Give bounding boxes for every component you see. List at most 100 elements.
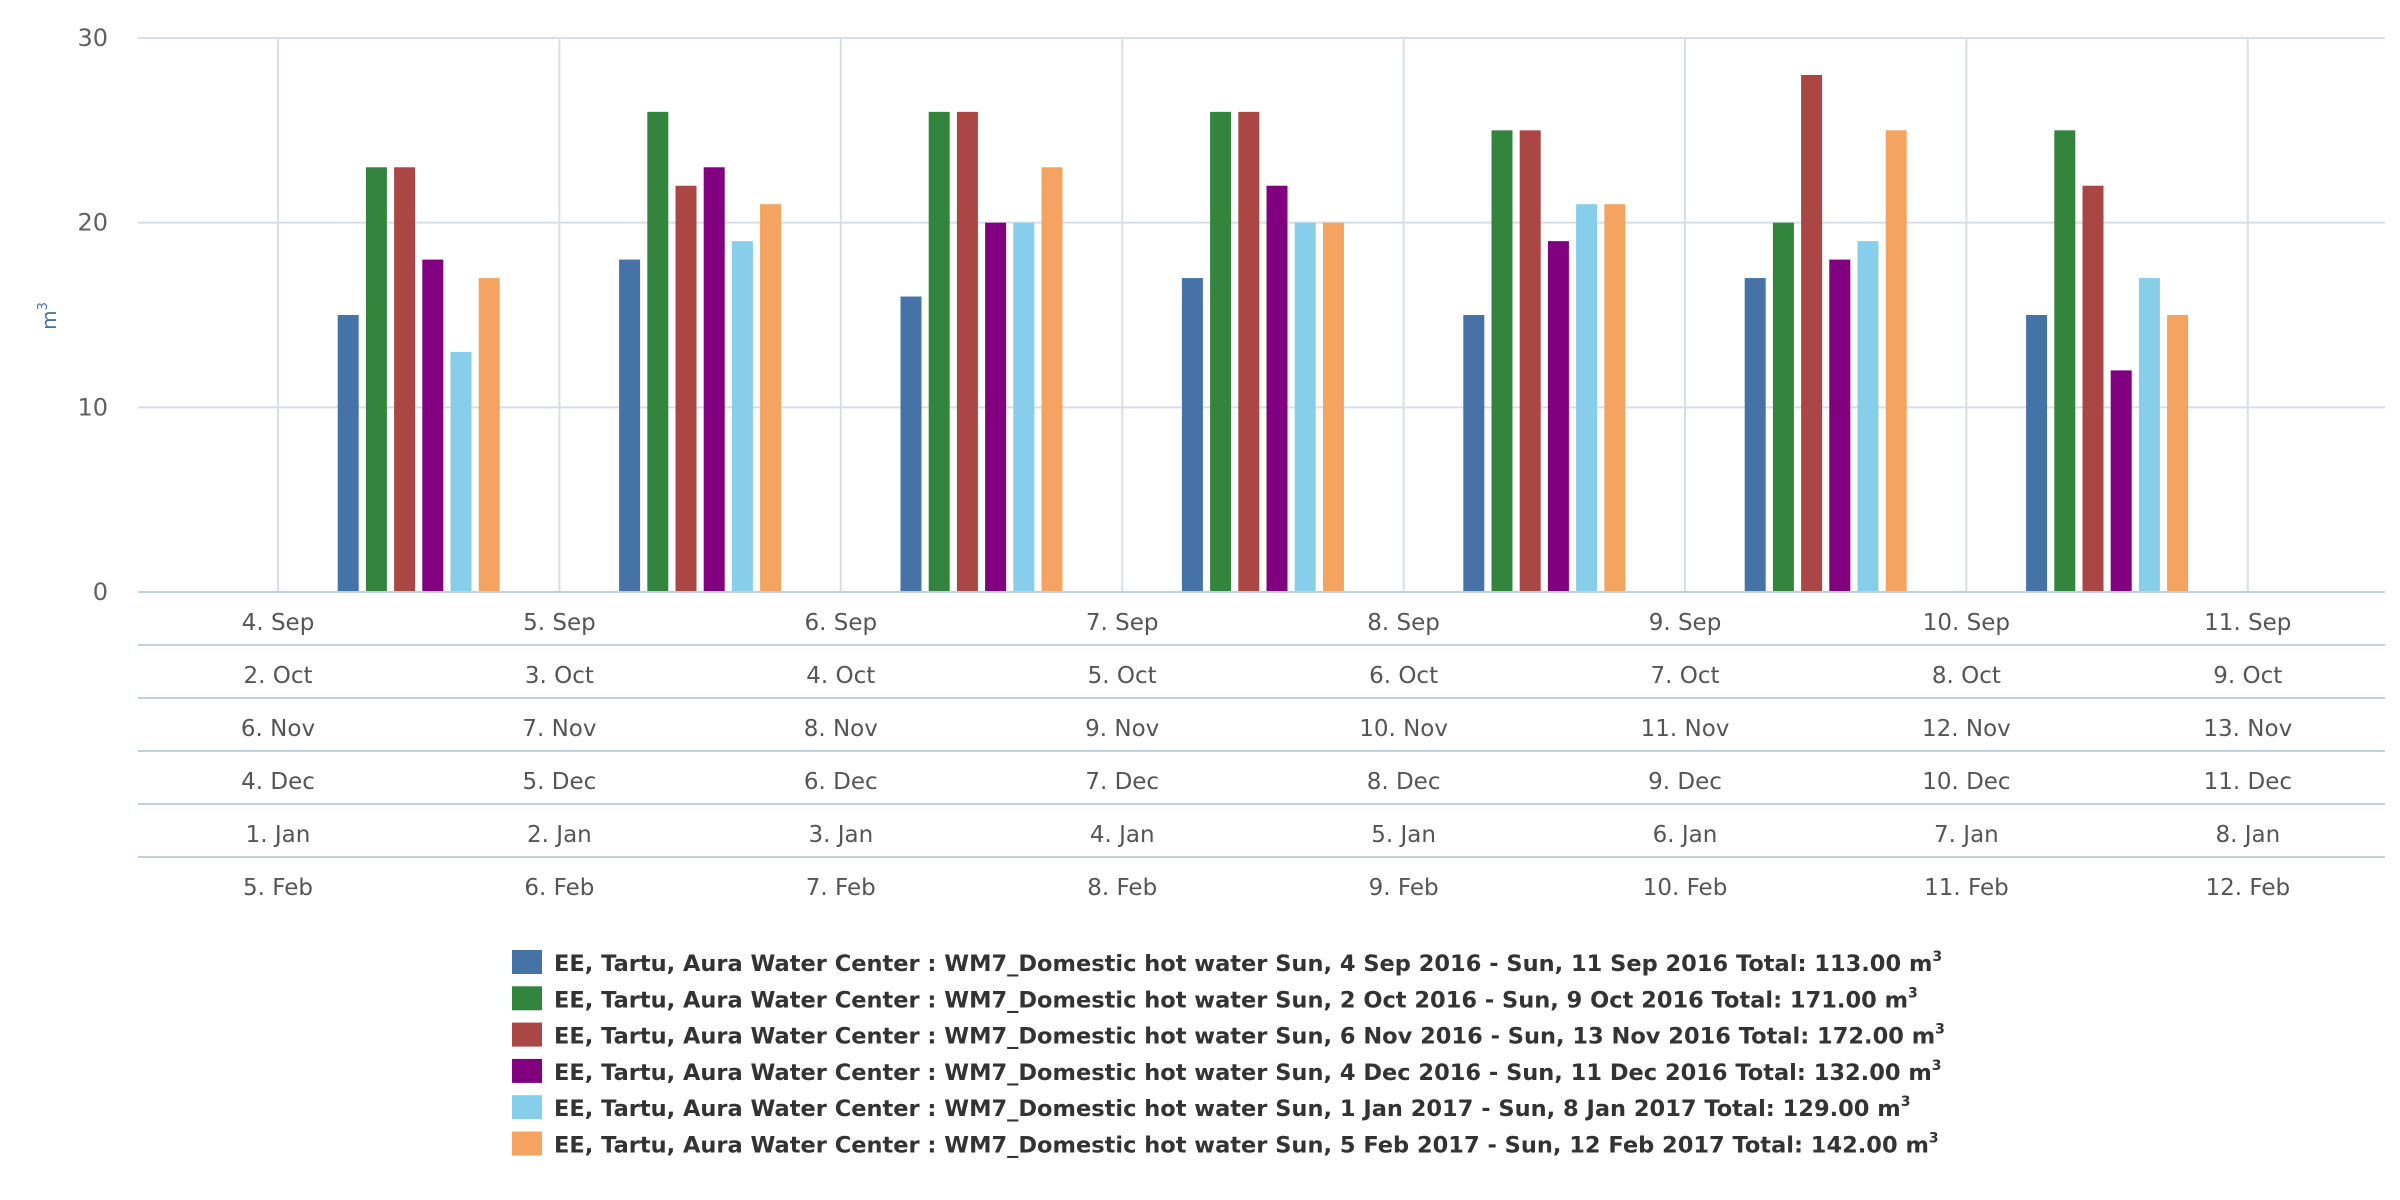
legend-label[interactable]: EE, Tartu, Aura Water Center : WM7_Domes… — [554, 1131, 1939, 1159]
y-axis-label: m3 — [36, 302, 61, 330]
legend-item[interactable]: EE, Tartu, Aura Water Center : WM7_Domes… — [512, 1022, 1945, 1050]
x-tick-label: 2. Jan — [527, 822, 592, 848]
legend-swatch[interactable] — [512, 1095, 542, 1120]
bar[interactable] — [675, 185, 697, 592]
legend-item[interactable]: EE, Tartu, Aura Water Center : WM7_Domes… — [512, 1131, 1939, 1159]
legend-item[interactable]: EE, Tartu, Aura Water Center : WM7_Domes… — [512, 1058, 1942, 1086]
x-tick-label: 8. Feb — [1087, 875, 1157, 901]
bar[interactable] — [1322, 222, 1344, 592]
legend-label[interactable]: EE, Tartu, Aura Water Center : WM7_Domes… — [554, 1094, 1911, 1122]
x-tick-label: 7. Sep — [1086, 610, 1159, 636]
y-tick-label: 20 — [77, 209, 108, 237]
bar[interactable] — [1885, 130, 1907, 593]
legend-swatch[interactable] — [512, 1022, 542, 1047]
x-tick-label: 11. Nov — [1641, 716, 1730, 742]
bar[interactable] — [1238, 111, 1260, 592]
x-tick-label: 9. Feb — [1369, 875, 1439, 901]
bar[interactable] — [1294, 222, 1316, 592]
bar[interactable] — [2138, 278, 2160, 592]
y-tick-label: 30 — [77, 24, 108, 52]
bar[interactable] — [2167, 315, 2189, 592]
bar[interactable] — [703, 167, 725, 592]
x-tick-label: 4. Oct — [806, 663, 875, 689]
x-tick-label: 6. Sep — [804, 610, 877, 636]
bar[interactable] — [1801, 74, 1823, 592]
legend-item[interactable]: EE, Tartu, Aura Water Center : WM7_Domes… — [512, 985, 1918, 1013]
legend-label[interactable]: EE, Tartu, Aura Water Center : WM7_Domes… — [554, 949, 1942, 977]
bar[interactable] — [731, 241, 753, 592]
bar[interactable] — [1772, 222, 1794, 592]
legend-swatch[interactable] — [512, 1058, 542, 1083]
bar[interactable] — [1491, 130, 1513, 593]
x-tick-label: 10. Dec — [1922, 769, 2010, 795]
bar[interactable] — [1744, 278, 1766, 592]
x-tick-label: 12. Nov — [1922, 716, 2011, 742]
legend-swatch[interactable] — [512, 1131, 542, 1156]
legend-label[interactable]: EE, Tartu, Aura Water Center : WM7_Domes… — [554, 1022, 1945, 1050]
bar[interactable] — [619, 259, 641, 592]
x-tick-label: 8. Jan — [2215, 822, 2280, 848]
x-tick-label: 13. Nov — [2203, 716, 2292, 742]
bar[interactable] — [928, 111, 950, 592]
x-tick-label: 7. Feb — [806, 875, 876, 901]
legend-label[interactable]: EE, Tartu, Aura Water Center : WM7_Domes… — [554, 985, 1918, 1013]
x-tick-label: 7. Oct — [1650, 663, 1719, 689]
bar[interactable] — [985, 222, 1007, 592]
x-tick-label: 9. Sep — [1649, 610, 1722, 636]
legend-item[interactable]: EE, Tartu, Aura Water Center : WM7_Domes… — [512, 1094, 1911, 1122]
bar[interactable] — [394, 167, 416, 592]
x-tick-label: 12. Feb — [2205, 875, 2290, 901]
bar[interactable] — [1604, 204, 1626, 592]
x-tick-label: 8. Dec — [1367, 769, 1441, 795]
x-tick-label: 4. Jan — [1090, 822, 1155, 848]
bar[interactable] — [1041, 167, 1063, 592]
x-tick-label: 11. Dec — [2204, 769, 2292, 795]
bar[interactable] — [1181, 278, 1203, 592]
bar[interactable] — [1519, 130, 1541, 593]
x-tick-label: 9. Oct — [2213, 663, 2282, 689]
x-tick-label: 5. Oct — [1088, 663, 1157, 689]
bar[interactable] — [1547, 241, 1569, 592]
bar[interactable] — [478, 278, 500, 592]
bar[interactable] — [337, 315, 359, 592]
bar[interactable] — [1013, 222, 1035, 592]
legend: EE, Tartu, Aura Water Center : WM7_Domes… — [512, 949, 1945, 1159]
x-tick-label: 8. Oct — [1932, 663, 2001, 689]
legend-swatch[interactable] — [512, 950, 542, 974]
bar[interactable] — [1210, 111, 1232, 592]
bar[interactable] — [422, 259, 444, 592]
bar[interactable] — [2026, 315, 2048, 592]
x-tick-label: 10. Sep — [1923, 610, 2010, 636]
bar[interactable] — [450, 351, 472, 592]
x-tick-label: 6. Oct — [1369, 663, 1438, 689]
bar[interactable] — [1266, 185, 1288, 592]
x-tick-label: 7. Jan — [1934, 822, 1999, 848]
bar[interactable] — [2110, 370, 2132, 592]
legend-label[interactable]: EE, Tartu, Aura Water Center : WM7_Domes… — [554, 1058, 1942, 1086]
x-tick-label: 1. Jan — [246, 822, 311, 848]
bar[interactable] — [1463, 315, 1485, 592]
bar[interactable] — [2054, 130, 2076, 593]
bar[interactable] — [1576, 204, 1598, 592]
bar[interactable] — [1857, 241, 1879, 592]
x-tick-label: 8. Nov — [804, 716, 878, 742]
x-tick-label: 9. Nov — [1085, 716, 1159, 742]
x-tick-label: 5. Sep — [523, 610, 596, 636]
x-tick-label: 11. Sep — [2204, 610, 2291, 636]
legend-item[interactable]: EE, Tartu, Aura Water Center : WM7_Domes… — [512, 949, 1942, 977]
bar[interactable] — [2082, 185, 2104, 592]
x-tick-label: 9. Dec — [1648, 769, 1722, 795]
bar[interactable] — [1829, 259, 1851, 592]
grid-lines — [138, 37, 2385, 593]
legend-swatch[interactable] — [512, 986, 542, 1011]
bar[interactable] — [760, 204, 782, 592]
bars — [337, 74, 2189, 593]
bar[interactable] — [647, 111, 669, 592]
bar[interactable] — [956, 111, 978, 592]
bar[interactable] — [900, 296, 922, 592]
x-axis: 4. Sep 5. Sep 6. Sep 7. Sep 8. Sep 9. Sep 10. … — [138, 591, 2385, 901]
x-tick-label: 2. Oct — [243, 663, 312, 689]
bar[interactable] — [365, 167, 387, 592]
